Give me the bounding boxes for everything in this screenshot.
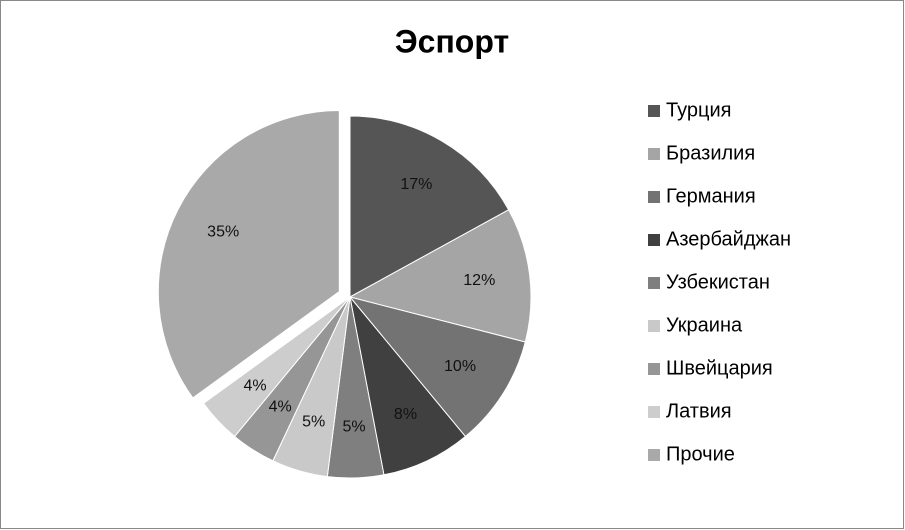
legend-swatch	[648, 363, 660, 375]
pie-slice	[349, 115, 510, 298]
data-label: 10%	[444, 358, 476, 375]
data-label: 5%	[343, 418, 366, 435]
legend-label: Турция	[666, 99, 731, 121]
data-label: 35%	[207, 224, 239, 241]
legend-label: Германия	[666, 185, 756, 207]
pie-slice	[202, 296, 351, 438]
data-label: 5%	[302, 413, 325, 430]
legend-label: Бразилия	[666, 142, 755, 164]
legend-swatch	[648, 148, 660, 160]
legend-label: Украина	[666, 314, 743, 336]
legend-label: Швейцария	[666, 357, 773, 379]
legend-swatch	[648, 449, 660, 461]
legend-label: Прочие	[666, 443, 735, 465]
legend-swatch	[648, 320, 660, 332]
data-label: 12%	[463, 272, 495, 289]
pie-slice	[157, 110, 340, 399]
pie-slice	[349, 296, 467, 476]
chart-title: Эспорт	[395, 23, 509, 59]
legend-swatch	[648, 191, 660, 203]
legend-label: Азербайджан	[666, 228, 791, 250]
data-label: 4%	[243, 377, 266, 394]
legend-label: Узбекистан	[666, 271, 770, 293]
pie-slice	[348, 209, 532, 343]
pie-slice	[348, 296, 526, 438]
legend-swatch	[648, 406, 660, 418]
legend-label: Латвия	[666, 400, 732, 422]
legend-swatch	[648, 105, 660, 117]
legend-swatch	[648, 277, 660, 289]
data-label: 4%	[269, 398, 292, 415]
legend-swatch	[648, 234, 660, 246]
data-label: 17%	[400, 176, 432, 193]
data-label: 8%	[394, 406, 417, 423]
